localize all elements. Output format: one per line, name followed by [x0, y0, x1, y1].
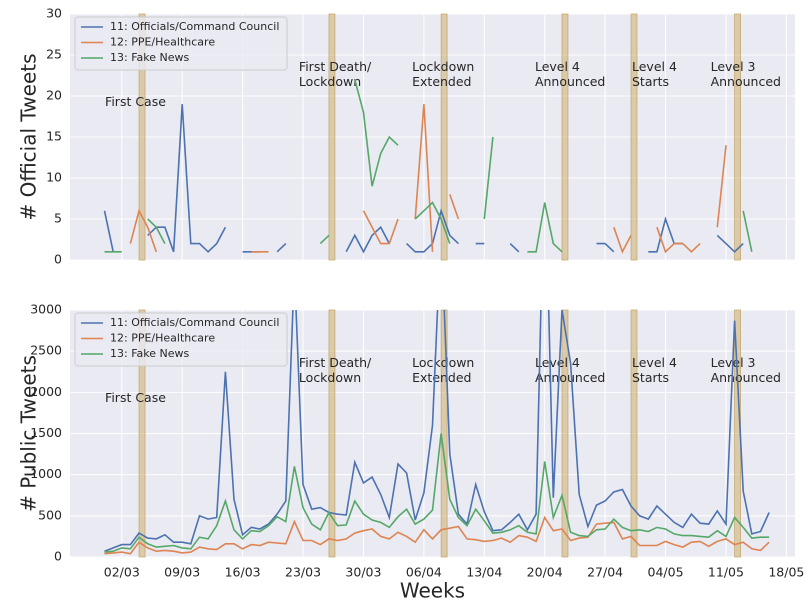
legend-label: 13: Fake News — [110, 347, 189, 360]
event-band — [328, 13, 336, 261]
x-tick-label: 06/04 — [406, 565, 442, 580]
series-line — [104, 310, 770, 552]
event-label-line: First Case — [105, 390, 166, 405]
event-label-line: Level 4 — [632, 355, 677, 370]
event-label-line: Starts — [632, 370, 669, 385]
event-label: Lockdown Extended — [412, 59, 474, 89]
event-label-line: Level 4 — [535, 59, 580, 74]
event-label-line: Level 3 — [711, 59, 756, 74]
y-tick-label: 20 — [46, 88, 62, 103]
event-band — [440, 13, 448, 261]
y-axis-label: # Official Tweets — [17, 53, 41, 220]
x-tick-label: 16/03 — [225, 565, 261, 580]
y-tick-label: 15 — [46, 129, 62, 144]
legend-box — [74, 16, 288, 71]
y-tick-label: 3000 — [30, 302, 62, 317]
series-line — [104, 79, 753, 253]
series-line — [129, 104, 727, 254]
y-tick-label: 30 — [46, 6, 62, 21]
event-label: Level 3 Announced — [711, 59, 781, 89]
series-group — [103, 79, 753, 254]
event-label-line: Lockdown — [412, 355, 474, 370]
x-tick-label: 11/05 — [708, 565, 744, 580]
event-band — [734, 13, 741, 261]
event-label-line: Extended — [412, 74, 471, 89]
y-tick-label: 2500 — [30, 343, 62, 358]
legend-label: 12: PPE/Healthcare — [110, 332, 215, 345]
legend-box — [74, 312, 288, 367]
event-label-line: Level 4 — [632, 59, 677, 74]
event-label-line: Lockdown — [299, 370, 361, 385]
event-band — [561, 13, 569, 261]
x-tick-label: 02/03 — [104, 565, 140, 580]
event-band — [138, 309, 146, 558]
event-label: First Death/Lockdown — [299, 59, 372, 89]
legend-label: 12: PPE/Healthcare — [110, 36, 215, 49]
event-label-line: Starts — [632, 74, 669, 89]
y-tick-label: 1500 — [30, 425, 62, 440]
y-tick-label: 2000 — [30, 384, 62, 399]
y-tick-label: 1000 — [30, 466, 62, 481]
x-tick-label: 27/04 — [587, 565, 623, 580]
x-tick-label: 13/04 — [466, 565, 502, 580]
event-label: Level 4 Announced — [535, 59, 605, 89]
y-tick-label: 0 — [54, 252, 62, 267]
y-tick-label: 10 — [46, 170, 62, 185]
x-axis-label: Weeks — [400, 579, 465, 603]
event-label-line: First Death/ — [299, 59, 372, 74]
y-axis-label: # Public Tweets — [17, 355, 41, 512]
event-label: Level 4 Starts — [632, 59, 677, 89]
event-label: First Case — [105, 390, 166, 405]
event-label-line: Announced — [535, 74, 605, 89]
event-label-line: Extended — [412, 370, 471, 385]
x-tick-label: 20/04 — [527, 565, 563, 580]
event-label-line: Announced — [711, 370, 781, 385]
x-tick-label: 30/03 — [345, 565, 381, 580]
event-label-line: Lockdown — [412, 59, 474, 74]
x-tick-label: 04/05 — [648, 565, 684, 580]
y-tick-label: 25 — [46, 47, 62, 62]
event-label: First Death/Lockdown — [299, 355, 372, 385]
event-label-line: Lockdown — [299, 74, 361, 89]
event-label: First Case — [105, 94, 166, 109]
event-band — [561, 309, 569, 558]
x-tick-label: 23/03 — [285, 565, 321, 580]
legend-label: 11: Officials/Command Council — [110, 20, 279, 33]
event-label: Level 4 Announced — [535, 355, 605, 385]
y-tick-label: 0 — [54, 549, 62, 564]
event-label-line: Announced — [711, 74, 781, 89]
event-band — [630, 13, 638, 261]
event-label-line: Level 4 — [535, 355, 580, 370]
series-line — [104, 433, 770, 553]
y-tick-label: 5 — [54, 211, 62, 226]
event-label: Level 4 Starts — [632, 355, 677, 385]
x-tick-label: 18/05 — [768, 565, 804, 580]
event-label-line: First Case — [105, 94, 166, 109]
legend-label: 11: Officials/Command Council — [110, 316, 279, 329]
event-label-line: Announced — [535, 370, 605, 385]
y-tick-label: 500 — [38, 507, 62, 522]
series-group — [104, 310, 770, 555]
series-line — [104, 515, 770, 555]
event-band — [138, 13, 146, 261]
event-band — [630, 309, 638, 558]
legend-label: 13: Fake News — [110, 51, 189, 64]
event-label-line: First Death/ — [299, 355, 372, 370]
x-tick-label: 09/03 — [164, 565, 200, 580]
event-band — [328, 309, 336, 558]
event-label: Lockdown Extended — [412, 355, 474, 385]
